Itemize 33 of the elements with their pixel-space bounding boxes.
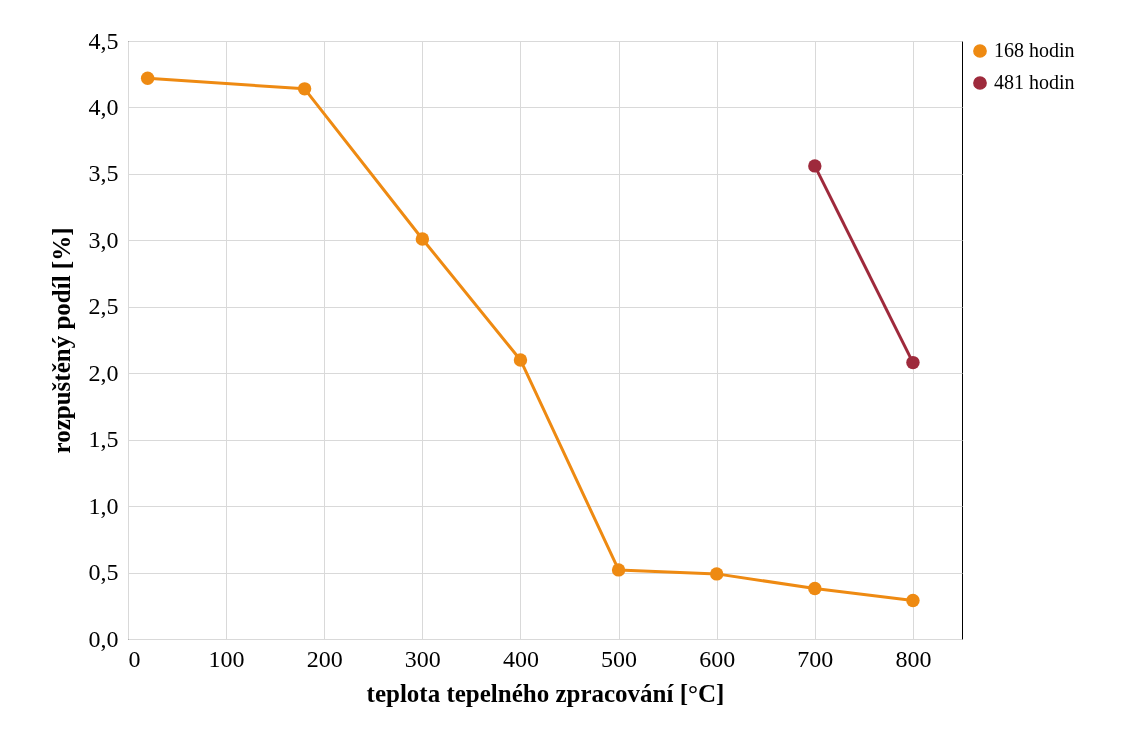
point: [415, 232, 430, 246]
x-axis-title: teplota tepelného zpracování [°C]: [366, 679, 725, 707]
point: [140, 71, 155, 85]
x-tick-label: 300: [404, 645, 441, 672]
legend-label: 481 hodin: [994, 71, 1075, 93]
x-tick-label: 0: [128, 645, 141, 672]
y-tick-label: 2,5: [88, 293, 119, 320]
point: [906, 355, 920, 370]
y-tick-label: 4,5: [88, 27, 119, 54]
x-tick-label: 200: [306, 645, 343, 672]
y-axis-title: rozpuštěný podíl [%]: [47, 227, 75, 454]
y-tick-label: 3,0: [88, 226, 119, 253]
legend-label: 168 hodin: [994, 39, 1075, 61]
x-tick-label: 800: [895, 645, 932, 672]
point: [808, 581, 822, 596]
point: [710, 567, 724, 581]
x-tick-label: 500: [601, 645, 638, 672]
y-tick-label: 1,0: [88, 492, 119, 519]
y-tick-label: 1,5: [88, 426, 119, 453]
point: [611, 563, 626, 577]
y-tick-label: 0,5: [88, 559, 119, 586]
x-tick-label: 600: [699, 645, 736, 672]
y-tick-label: 4,0: [88, 93, 119, 120]
point: [297, 82, 312, 96]
point: [906, 593, 920, 608]
y-tick-label: 2,0: [88, 359, 119, 386]
x-tick-label: 700: [797, 645, 834, 672]
point: [808, 159, 822, 173]
point: [513, 353, 528, 367]
x-tick-label: 100: [208, 645, 245, 672]
y-tick-label: 3,5: [88, 160, 119, 187]
x-tick-label: 400: [502, 645, 539, 672]
y-tick-label: 0,0: [88, 625, 119, 652]
